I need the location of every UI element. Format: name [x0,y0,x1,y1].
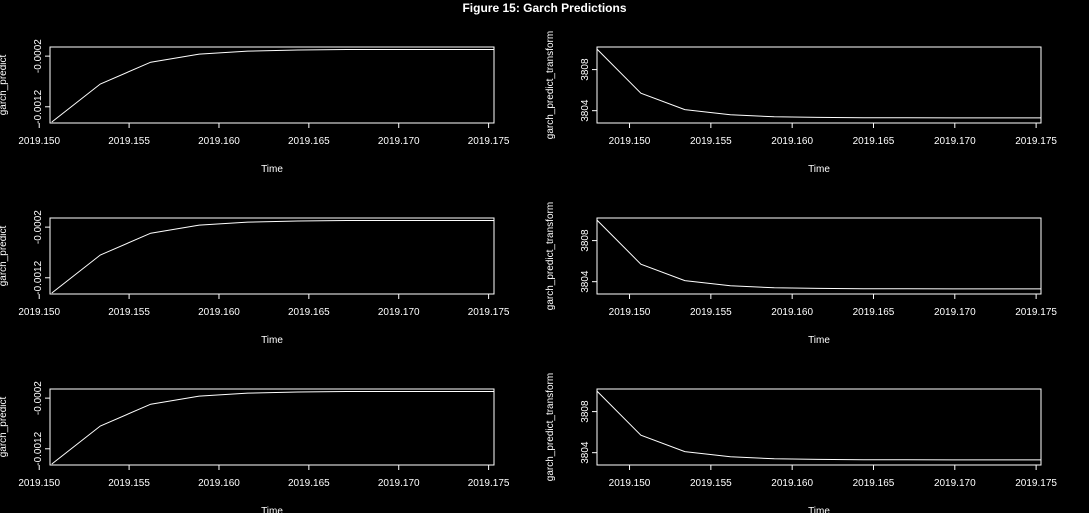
x-tick-label: 2019.155 [108,136,150,147]
x-axis-label: Time [261,506,283,513]
x-tick-label: 2019.175 [1015,307,1057,318]
x-tick-label: 2019.160 [771,478,813,489]
y-axis-label: garch_predict_transform [545,31,556,139]
plot-panel-4: 2019.150 2019.155 2019.160 2019.165 2019.170… [545,202,1057,346]
x-tick-label: 2019.170 [378,478,420,489]
y-tick-label: -0.0002 [33,381,44,415]
x-tick-label: 2019.160 [198,136,240,147]
y-axis-label: garch_predict_transform [545,202,556,310]
x-tick-label: 2019.150 [18,307,60,318]
plot-panel-5: 2019.150 2019.155 2019.160 2019.165 2019.170… [0,381,510,513]
y-tick-label: -0.0012 [33,431,44,465]
y-tick-label: -0.0002 [33,39,44,73]
y-tick-label: -0.0002 [33,210,44,244]
plot-panel-1: 2019.150 2019.155 2019.160 2019.165 2019.170… [0,39,510,175]
x-tick-label: 2019.155 [108,478,150,489]
series-line [596,219,1041,290]
y-axis-label: garch_predict_transform [545,373,556,481]
x-tick-label: 2019.170 [934,307,976,318]
x-tick-label: 2019.160 [198,307,240,318]
y-tick-label: 3808 [580,400,591,423]
x-tick-label: 2019.160 [771,136,813,147]
plot-panel-2: 2019.150 2019.155 2019.160 2019.165 2019.170… [545,31,1057,175]
x-axis-label: Time [808,335,830,346]
x-tick-label: 2019.155 [690,478,732,489]
y-tick-label: 3808 [580,229,591,252]
x-tick-label: 2019.165 [853,136,895,147]
x-tick-label: 2019.170 [934,478,976,489]
plot-panel-6: 2019.150 2019.155 2019.160 2019.165 2019.170… [545,373,1057,513]
x-axis-label: Time [808,506,830,513]
x-tick-label: 2019.165 [288,478,330,489]
x-tick-label: 2019.165 [853,478,895,489]
x-axis-label: Time [261,335,283,346]
y-tick-label: -0.0012 [33,89,44,123]
x-tick-label: 2019.150 [609,136,651,147]
x-tick-label: 2019.155 [690,136,732,147]
plot-frame [49,46,495,124]
y-tick-label: 3804 [580,99,591,122]
plot-frame [596,46,1042,124]
x-tick-label: 2019.165 [288,307,330,318]
x-tick-label: 2019.160 [771,307,813,318]
plot-frame [49,388,495,466]
x-tick-label: 2019.170 [934,136,976,147]
series-line [51,220,494,294]
x-tick-label: 2019.175 [1015,136,1057,147]
plot-panel-3: 2019.150 2019.155 2019.160 2019.165 2019.170… [0,210,510,346]
y-axis-label: garch_predict [0,396,9,457]
y-tick-label: 3804 [580,270,591,293]
x-tick-label: 2019.175 [468,136,510,147]
x-axis-label: Time [808,164,830,175]
y-tick-label: 3808 [580,58,591,81]
x-tick-label: 2019.165 [853,307,895,318]
figure-title: Figure 15: Garch Predictions [462,1,627,15]
x-tick-label: 2019.175 [1015,478,1057,489]
series-line [51,49,494,123]
plot-frame [596,217,1042,295]
x-tick-label: 2019.155 [108,307,150,318]
x-tick-label: 2019.165 [288,136,330,147]
x-tick-label: 2019.170 [378,136,420,147]
x-tick-label: 2019.160 [198,478,240,489]
x-tick-label: 2019.150 [609,478,651,489]
plot-frame [49,217,495,295]
x-tick-label: 2019.150 [18,478,60,489]
x-tick-label: 2019.150 [609,307,651,318]
series-line [596,48,1041,119]
x-axis-label: Time [261,164,283,175]
plot-frame [596,388,1042,466]
x-tick-label: 2019.175 [468,307,510,318]
y-axis-label: garch_predict [0,54,9,115]
x-tick-label: 2019.170 [378,307,420,318]
x-tick-label: 2019.155 [690,307,732,318]
series-line [596,390,1041,461]
y-axis-label: garch_predict [0,225,9,286]
x-tick-label: 2019.175 [468,478,510,489]
y-tick-label: -0.0012 [33,260,44,294]
series-line [51,391,494,465]
y-tick-label: 3804 [580,441,591,464]
x-tick-label: 2019.150 [18,136,60,147]
